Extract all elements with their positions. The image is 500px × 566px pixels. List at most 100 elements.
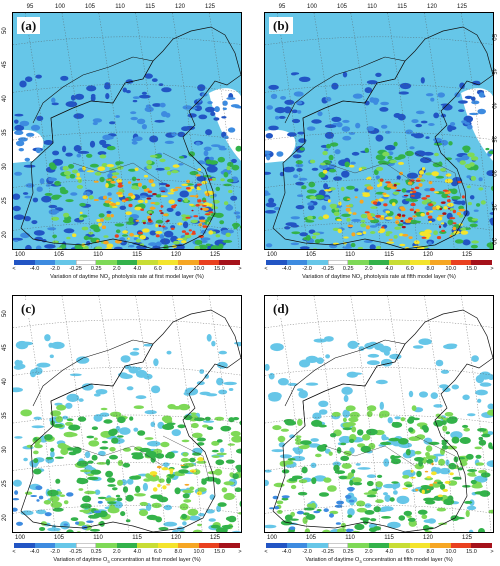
map-area: (a): [12, 12, 242, 250]
colorbar-tick-label: 2.0: [112, 266, 121, 272]
colorbar-tick-label: <: [264, 266, 268, 272]
map-area: (c): [12, 295, 242, 533]
lat-tick: 20: [2, 514, 8, 521]
bottom-lon-tick: 115: [384, 535, 394, 541]
lat-tick: 25: [490, 204, 496, 211]
lat-tick: 30: [2, 446, 8, 453]
map-panel: (c) 100 105 110 115 120 125 20 25 30 35 40 45 50 < -4.0…: [2, 283, 246, 566]
caption-text: photolysis rate at fifth model layer (%): [362, 274, 456, 280]
bottom-lon-tick: 100: [14, 535, 26, 541]
colorbar-segment: [430, 260, 451, 265]
colorbar: [266, 543, 493, 548]
lat-tick: 50: [2, 310, 8, 317]
colorbar-tick-label: -0.25: [321, 549, 334, 555]
colorbar-segment: [198, 260, 220, 265]
bottom-lon-tick: 125: [209, 535, 221, 541]
colorbar-segment: [14, 260, 35, 265]
colorbar-tick-label: >: [238, 549, 242, 555]
map-panel: (b) 95 100 105 110 115 120 125 100 105 110 115 120 12…: [254, 0, 498, 283]
caption-text: Variation of daytime O: [53, 557, 108, 563]
bottom-lon-tick: 115: [132, 535, 142, 541]
lat-tick: 35: [490, 136, 496, 143]
top-lon-tick: 125: [204, 4, 216, 10]
colorbar-segment: [34, 543, 56, 548]
colorbar-tick-label: <: [12, 549, 16, 555]
top-lon-tick: 95: [278, 4, 286, 10]
colorbar-tick-label: -0.25: [321, 266, 334, 272]
colorbar-tick-label: 4.0: [133, 549, 142, 555]
colorbar-segment: [96, 260, 117, 265]
colorbar-segment: [96, 543, 117, 548]
colorbar-segment: [389, 260, 410, 265]
colorbar-segment: [348, 543, 369, 548]
colorbar-tick-label: 8.0: [426, 266, 435, 272]
colorbar-tick-label: -2.0: [50, 266, 60, 272]
colorbar-segment: [286, 543, 308, 548]
colorbar-tick-label: <: [12, 266, 16, 272]
colorbar-tick-label: 0.25: [90, 266, 102, 272]
colorbar-tick-label: 2.0: [364, 549, 373, 555]
panel-label: (d): [269, 300, 293, 317]
colorbar-tick-label: 8.0: [426, 549, 435, 555]
lat-tick: 20: [490, 238, 496, 245]
lat-tick: 40: [2, 95, 8, 102]
colorbar-tick-label: 0.25: [342, 266, 354, 272]
colorbar-segment: [219, 543, 241, 548]
colorbar-segment: [137, 543, 158, 548]
colorbar-tick-label: -4.0: [281, 266, 292, 272]
colorbar-segment: [471, 260, 493, 265]
colorbar-tick-label: 15.0: [466, 266, 477, 272]
colorbar-segment: [266, 543, 287, 548]
colorbar-tick-label: 0.25: [90, 549, 102, 555]
colorbar-tick-label: 10.0: [445, 266, 457, 272]
top-lon-tick: 115: [145, 4, 155, 10]
map-plot: [13, 296, 241, 532]
colorbar: [14, 543, 241, 548]
colorbar-tick-label: 6.0: [153, 549, 162, 555]
panel-caption: Variation of daytime O3 concentration at…: [254, 557, 500, 565]
colorbar-tick-label: -4.0: [29, 549, 40, 555]
colorbar-tick-label: 10.0: [193, 549, 205, 555]
panel-label: (a): [17, 17, 41, 34]
colorbar-segment: [389, 543, 410, 548]
colorbar-segment: [137, 260, 158, 265]
colorbar-segment: [178, 260, 199, 265]
colorbar-segment: [75, 260, 97, 265]
colorbar-segment: [116, 543, 138, 548]
top-lon-tick: 110: [115, 4, 125, 10]
colorbar-segment: [14, 543, 35, 548]
colorbar-tick-label: -0.25: [69, 549, 82, 555]
colorbar-segment: [266, 260, 287, 265]
colorbar-segment: [307, 260, 328, 265]
panel-caption: Variation of daytime O3 concentration at…: [2, 557, 252, 565]
caption-text: concentration at first model layer (%): [109, 557, 201, 563]
top-lon-tick: 125: [456, 4, 468, 10]
map-plot: [265, 296, 493, 532]
map-area: (b): [264, 12, 494, 250]
colorbar: [266, 260, 493, 265]
bottom-lon-tick: 105: [53, 535, 65, 541]
colorbar-tick-label: 6.0: [153, 266, 162, 272]
bottom-lon-tick: 125: [209, 252, 221, 258]
lat-tick: 25: [2, 480, 8, 487]
colorbar-tick-label: 0.25: [342, 549, 354, 555]
top-lon-tick: 105: [336, 4, 348, 10]
top-lon-tick: 95: [26, 4, 34, 10]
top-lon-tick: 120: [426, 4, 438, 10]
lat-tick: 40: [490, 102, 496, 109]
colorbar-tick-label: >: [238, 266, 242, 272]
colorbar-segment: [157, 260, 179, 265]
colorbar-tick-label: 15.0: [466, 549, 477, 555]
caption-text: Variation of daytime O: [305, 557, 360, 563]
lat-tick: 45: [2, 61, 8, 68]
colorbar-tick-label: 8.0: [174, 549, 183, 555]
bottom-lon-tick: 120: [422, 535, 434, 541]
colorbar-segment: [327, 543, 349, 548]
top-lon-tick: 100: [306, 4, 318, 10]
map-plot: [13, 13, 241, 249]
lat-tick: 35: [2, 412, 8, 419]
colorbar-tick-label: 15.0: [214, 549, 225, 555]
bottom-lon-tick: 110: [93, 535, 103, 541]
colorbar-tick-label: -2.0: [302, 266, 312, 272]
map-panel: (a) 95 100 105 110 115 120 125 100 105 110 115 120 12…: [2, 0, 246, 283]
